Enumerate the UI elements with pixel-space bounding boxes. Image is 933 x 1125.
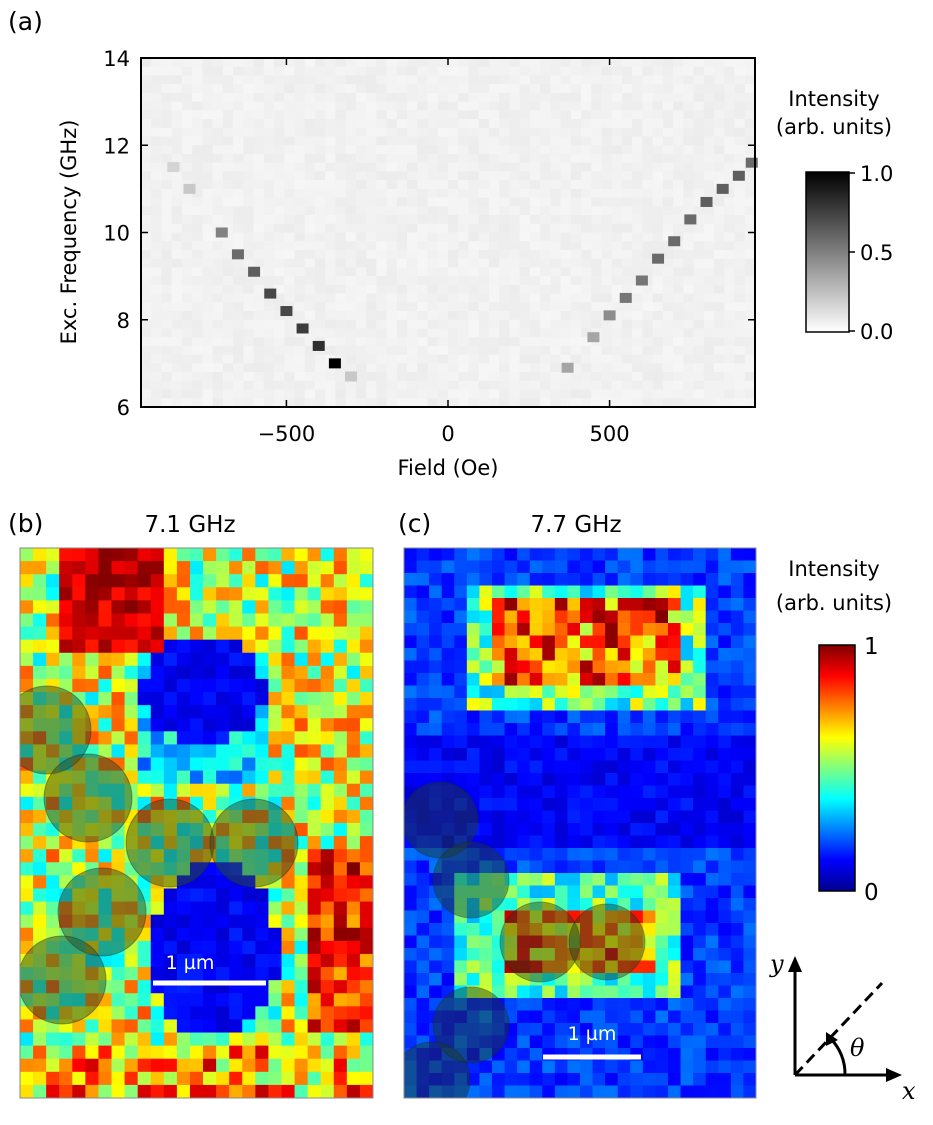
map-c <box>404 548 756 1098</box>
map-c-frame <box>403 547 757 1099</box>
panel-c-label: (c) <box>398 509 431 538</box>
x-axis-label: Field (Oe) <box>398 456 499 480</box>
heatmap-a-branch-1-point-7 <box>684 214 697 225</box>
colorbar-top-title-line2: (arb. units) <box>776 115 892 139</box>
panel-a-label: (a) <box>8 7 43 36</box>
panel-b-title: 7.1 GHz <box>144 512 235 538</box>
y-tick-label: 8 <box>117 309 130 333</box>
heatmap-a-branch-0-point-1 <box>183 183 196 194</box>
x-tick-label: 0 <box>441 422 454 446</box>
heatmap-a <box>141 58 758 408</box>
heatmap-a-branch-0-point-3 <box>231 249 244 260</box>
heatmap-a-branch-1-point-0 <box>561 362 574 373</box>
heatmap-a-branch-0-point-10 <box>345 371 358 382</box>
heatmap-a-branch-1-point-2 <box>603 310 616 321</box>
heatmap-a-branch-1-point-5 <box>652 253 665 264</box>
scalebar-c-label: 1 µm <box>568 1023 617 1045</box>
y-tick-label: 10 <box>103 222 130 246</box>
heatmap-a-branch-1-point-11 <box>745 157 758 168</box>
heatmap-a-branch-1-point-1 <box>587 332 600 343</box>
colorbar-top <box>805 171 850 333</box>
colorbar-bottom-tick-max: 1 <box>864 634 879 660</box>
heatmap-a-branch-1-point-4 <box>635 275 648 286</box>
axes-a-ticks: −500 0 500 6 8 10 12 14 <box>103 47 755 446</box>
axis-x-label: x <box>902 1077 916 1105</box>
disk-overlays-c <box>404 781 646 1098</box>
heatmap-a-branch-0-point-6 <box>280 306 293 317</box>
axis-y-label: y <box>769 950 784 978</box>
y-tick-label: 6 <box>117 396 130 420</box>
colorbar-bottom-title-line1: Intensity <box>788 557 879 581</box>
x-tick-label: 500 <box>590 422 630 446</box>
heatmap-a-branch-0-point-0 <box>167 162 180 173</box>
heatmap-a-branch-0-point-8 <box>312 340 325 351</box>
heatmap-a-branch-1-point-3 <box>619 292 632 303</box>
colorbar-top-tick-min: 0.0 <box>860 320 893 344</box>
heatmap-a-branch-1-point-8 <box>700 196 713 207</box>
heatmap-a-branch-0-point-5 <box>264 288 277 299</box>
axes-inset <box>788 956 902 1082</box>
scalebar-b-label: 1 µm <box>166 952 215 974</box>
colorbar-top-tick-mid: 0.5 <box>860 241 893 265</box>
heatmap-a-branch-0-point-4 <box>248 266 261 277</box>
y-axis-label: Exc. Frequency (GHz) <box>57 120 81 345</box>
x-tick-label: −500 <box>258 422 316 446</box>
panel-c-title: 7.7 GHz <box>530 512 621 538</box>
angle-theta-label: θ <box>850 1034 865 1062</box>
heatmap-a-branch-0-point-7 <box>296 323 309 334</box>
panel-b-label: (b) <box>8 509 43 538</box>
colorbar-top-tick-max: 1.0 <box>860 162 893 186</box>
heatmap-a-branch-0-point-9 <box>328 358 341 369</box>
heatmap-a-branch-1-point-6 <box>668 236 681 247</box>
y-tick-label: 14 <box>103 47 130 71</box>
heatmap-a-branch-0-point-2 <box>215 227 228 238</box>
colorbar-top-title-line1: Intensity <box>788 87 879 111</box>
colorbar-bottom-tick-min: 0 <box>864 880 879 906</box>
disk-overlays-b <box>20 685 299 1025</box>
heatmap-a-branch-1-point-10 <box>732 170 745 181</box>
colorbar-bottom <box>818 644 856 892</box>
colorbar-bottom-title-line2: (arb. units) <box>776 591 892 615</box>
heatmap-a-branch-1-point-9 <box>716 183 729 194</box>
map-b-frame <box>19 547 374 1099</box>
y-tick-label: 12 <box>103 134 130 158</box>
